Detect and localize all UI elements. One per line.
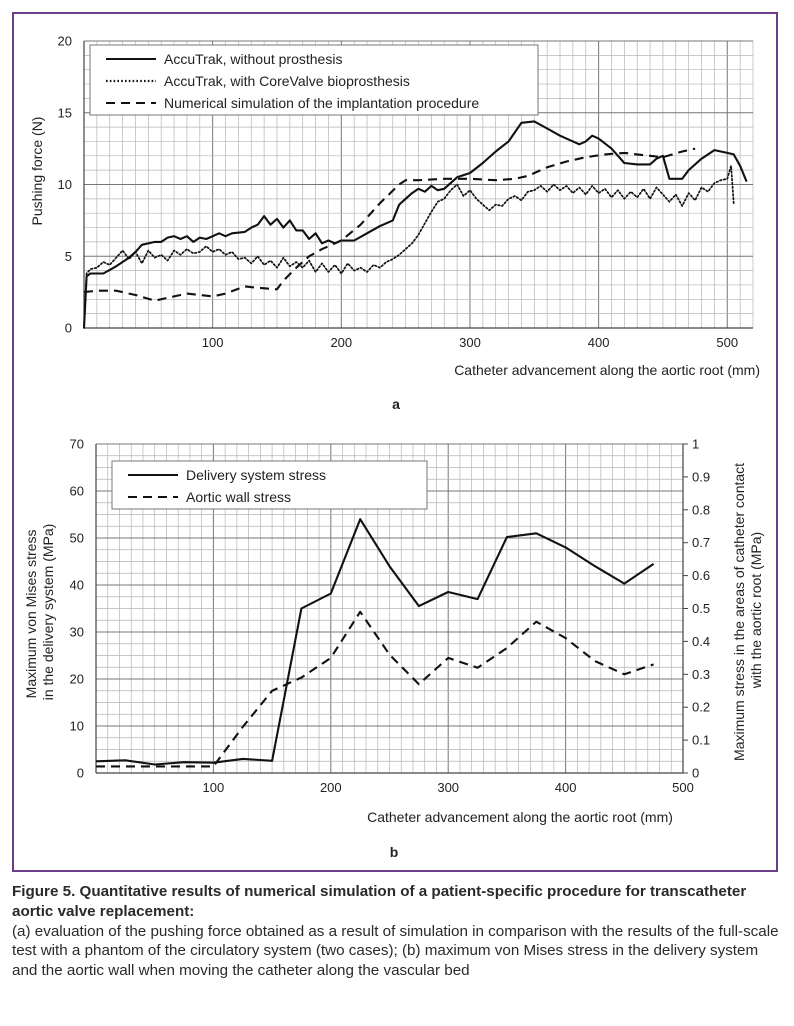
chart-b-y2-axis-label: Maximum stress in the areas of catheter …	[731, 459, 764, 761]
x-tick-label: 200	[330, 335, 352, 350]
legend-box	[89, 44, 539, 116]
y2-tick-label: 0	[692, 766, 699, 781]
legend-box	[111, 460, 428, 510]
x-tick-label: 200	[320, 780, 342, 795]
x-tick-label: 100	[202, 335, 224, 350]
x-tick-label: 400	[588, 335, 610, 350]
y2-tick-label: 0.7	[692, 535, 710, 550]
x-tick-label: 300	[459, 335, 481, 350]
legend-label-1: Delivery system stress	[186, 467, 326, 483]
series-line-3	[83, 147, 696, 302]
y-tick-label: 5	[65, 249, 72, 264]
y-tick-label: 0	[65, 321, 72, 336]
chart-a-panel-label: a	[392, 396, 400, 412]
y-tick-label: 20	[58, 34, 72, 49]
chart-a-legend: AccuTrak, without prosthesis AccuTrak, wi…	[89, 44, 539, 116]
caption-body: (a) evaluation of the pushing force obta…	[12, 922, 779, 980]
chart-b-tick-labels: 100 200 300 400 50001020304050607000.10.20.3…	[70, 437, 711, 796]
caption-title: Figure 5. Quantitative results of numeri…	[12, 883, 747, 920]
y2-tick-label: 0.9	[692, 469, 710, 484]
chart-a-series	[82, 120, 748, 329]
chart-a: 100 200 300 400 500 0 5 10 15 20 AccuTrak, withou…	[29, 34, 760, 413]
y-tick-label: 15	[58, 105, 72, 120]
chart-b-x-axis-label: Catheter advancement along the aortic ro…	[367, 809, 673, 825]
legend-label-1: AccuTrak, without prosthesis	[164, 51, 342, 67]
y-tick-label: 20	[70, 672, 84, 687]
x-tick-label: 300	[437, 780, 459, 795]
x-tick-label: 100	[203, 780, 225, 795]
y-tick-label: 60	[70, 484, 84, 499]
y-tick-label: 70	[70, 437, 84, 452]
x-tick-label: 500	[672, 780, 694, 795]
y-tick-label: 0	[77, 766, 84, 781]
legend-label-3: Numerical simulation of the implantation…	[164, 95, 479, 111]
figure-caption: Figure 5. Quantitative results of numeri…	[12, 882, 782, 981]
x-tick-label: 500	[716, 335, 738, 350]
y2-tick-label: 0.1	[692, 733, 710, 748]
y2-tick-label: 1	[692, 437, 699, 452]
y2-tick-label: 0.6	[692, 568, 710, 583]
y2-tick-label: 0.4	[692, 634, 710, 649]
chart-b-series	[95, 518, 655, 768]
y2-tick-label: 0.8	[692, 502, 710, 517]
x-tick-label: 400	[555, 780, 577, 795]
y-tick-label: 30	[70, 625, 84, 640]
series-line-2	[96, 610, 654, 768]
figure-frame	[12, 12, 778, 872]
y2-tick-label: 0.5	[692, 601, 710, 616]
y2-tick-label: 0.2	[692, 700, 710, 715]
series-line-1	[82, 120, 748, 329]
legend-label-2: AccuTrak, with CoreValve bioprosthesis	[164, 73, 410, 89]
chart-b: 100 200 300 400 50001020304050607000.10.20.3…	[23, 437, 764, 861]
chart-a-axes	[83, 41, 753, 329]
chart-b-y-axis-label: Maximum von Mises stress in the delivery…	[23, 524, 56, 701]
series-line-1	[95, 518, 655, 766]
y2-tick-label: 0.3	[692, 667, 710, 682]
legend-label-2: Aortic wall stress	[186, 489, 291, 505]
y-tick-label: 10	[58, 177, 72, 192]
y-tick-label: 50	[70, 531, 84, 546]
y-tick-label: 40	[70, 578, 84, 593]
chart-b-legend: Delivery system stress Aortic wall stress	[111, 460, 428, 510]
y-tick-label: 10	[70, 719, 84, 734]
chart-a-tick-labels: 100 200 300 400 500 0 5 10 15 20	[58, 34, 739, 351]
series-line-2	[83, 164, 735, 329]
chart-a-x-axis-label: Catheter advancement along the aortic ro…	[454, 362, 760, 378]
chart-b-panel-label: b	[390, 844, 399, 860]
chart-a-y-axis-label: Pushing force (N)	[29, 117, 45, 226]
